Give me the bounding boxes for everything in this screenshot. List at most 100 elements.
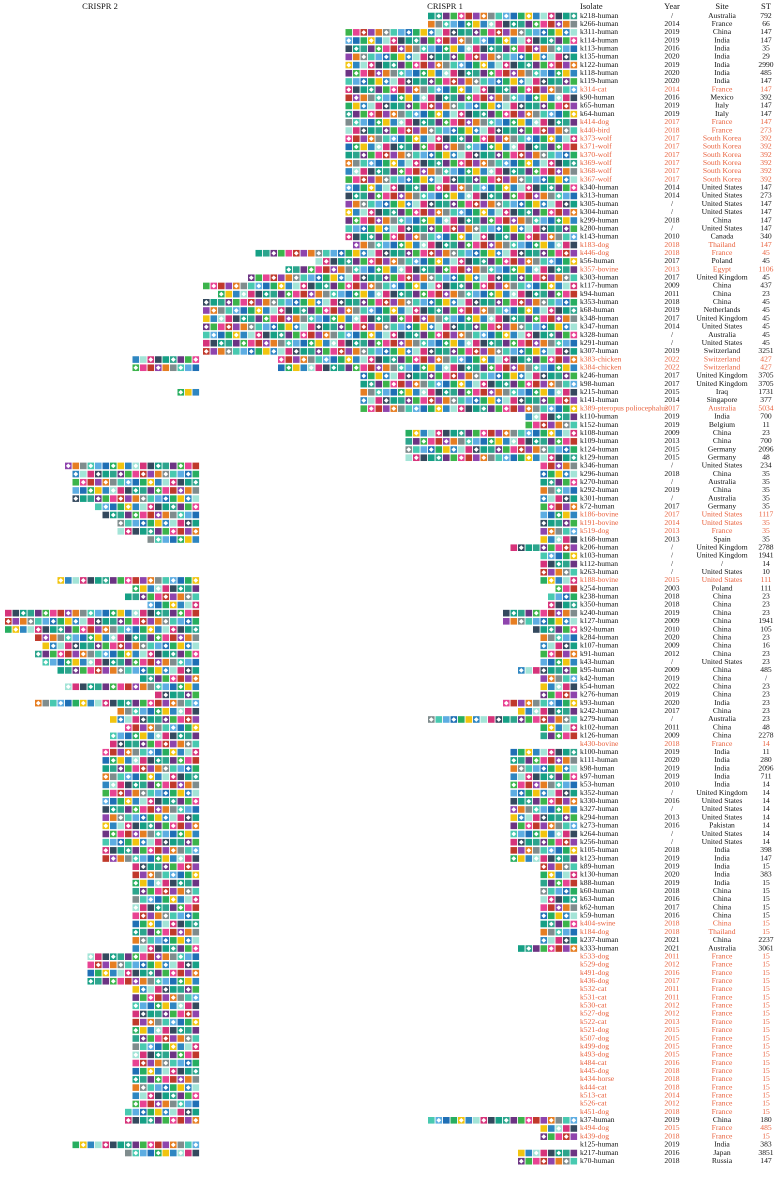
spacer-marker	[211, 308, 217, 313]
spacer-marker	[170, 921, 176, 927]
spacer-marker	[118, 520, 124, 526]
spacer	[57, 658, 65, 666]
spacer	[300, 290, 308, 298]
spacer-marker	[563, 545, 569, 551]
spacer	[570, 814, 578, 821]
spacer	[510, 209, 518, 216]
spacer-marker	[481, 160, 487, 166]
spacer	[533, 159, 540, 167]
spacer	[102, 953, 110, 960]
spacer-marker	[323, 283, 329, 289]
isolate: k95-human	[580, 665, 615, 674]
site: France	[712, 1091, 733, 1100]
spacer	[240, 323, 248, 331]
spacer-marker	[118, 643, 124, 649]
spacer	[563, 675, 570, 682]
spacer	[360, 380, 368, 388]
spacer-marker	[473, 201, 479, 207]
spacer-marker	[496, 324, 502, 330]
spacer-marker	[503, 209, 509, 215]
spacer	[525, 249, 533, 257]
st: 3705	[758, 379, 773, 388]
spacer	[555, 478, 563, 486]
st: 437	[760, 281, 772, 290]
spacer	[548, 928, 555, 936]
spacer	[428, 12, 435, 20]
spacer	[495, 388, 503, 396]
spacer	[495, 258, 503, 265]
site: France	[712, 1025, 733, 1034]
spacer	[125, 519, 132, 527]
spacer-marker	[308, 291, 314, 297]
spacer-marker	[155, 831, 161, 837]
spacer	[488, 249, 495, 257]
spacer-marker	[185, 496, 191, 502]
spacer	[480, 69, 488, 77]
spacer	[570, 315, 578, 322]
spacer	[428, 438, 435, 445]
spacer	[353, 225, 360, 232]
spacer	[345, 127, 353, 134]
spacer	[147, 977, 155, 985]
spacer-array	[540, 871, 578, 879]
spacer	[405, 135, 413, 142]
site: United States	[702, 199, 743, 208]
isolate: k367-wolf	[580, 174, 612, 183]
spacer-marker	[518, 717, 524, 722]
isolate: k369-wolf	[580, 158, 612, 167]
spacer	[405, 331, 413, 339]
spacer	[140, 609, 147, 617]
year: 2019	[664, 853, 679, 862]
spacer	[413, 364, 420, 372]
spacer	[563, 896, 570, 903]
isolate: k513-cat	[580, 1091, 607, 1100]
spacer-marker	[140, 496, 146, 502]
spacer	[300, 274, 308, 282]
year: 2016	[664, 821, 679, 830]
st: 23	[762, 592, 770, 601]
spacer-marker	[178, 831, 184, 837]
year: 2017	[664, 976, 679, 985]
spacer-marker	[541, 29, 547, 35]
spacer	[132, 519, 140, 527]
spacer	[420, 258, 428, 265]
spacer	[155, 1108, 162, 1116]
spacer-marker	[563, 447, 569, 452]
year: 2009	[664, 731, 679, 740]
spacer-marker	[248, 299, 254, 305]
spacer	[375, 151, 383, 159]
spacer	[50, 634, 57, 641]
spacer-marker	[458, 38, 464, 43]
spacer-marker	[383, 79, 389, 84]
spacer	[117, 757, 125, 764]
year: /	[671, 477, 674, 486]
spacer	[398, 151, 405, 159]
spacer	[360, 119, 368, 126]
spacer-marker	[473, 29, 479, 35]
isolate: k371-wolf	[580, 142, 612, 151]
isolate: k264-human	[580, 829, 619, 838]
spacer	[533, 372, 540, 380]
spacer-array	[353, 241, 578, 249]
spacer-array	[360, 380, 578, 388]
spacer	[480, 315, 488, 322]
spacer	[170, 1059, 177, 1067]
spacer-array	[540, 650, 578, 658]
spacer-marker	[548, 209, 554, 215]
spacer	[285, 307, 293, 314]
spacer	[540, 806, 548, 813]
spacer-marker	[571, 921, 577, 927]
spacer	[473, 454, 480, 462]
spacer-array	[525, 421, 578, 429]
spacer	[510, 86, 518, 93]
spacer	[510, 838, 518, 846]
spacer	[147, 1035, 155, 1042]
spacer	[185, 601, 192, 609]
spacer-marker	[526, 38, 532, 43]
year: 2016	[664, 911, 679, 920]
st-header: ST	[761, 1, 772, 11]
st: 392	[760, 133, 772, 142]
spacer	[383, 266, 390, 273]
spacer	[473, 331, 480, 339]
spacer	[12, 609, 20, 617]
